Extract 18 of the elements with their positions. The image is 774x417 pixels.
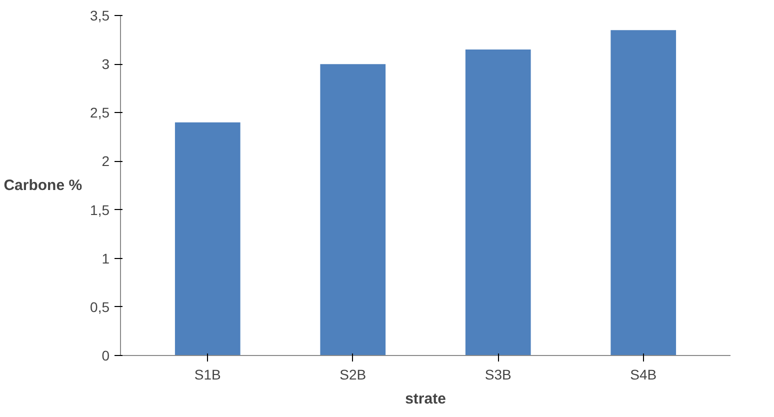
y-tick-label: 0,5 <box>90 298 110 315</box>
x-tick-label: S4B <box>630 366 657 382</box>
y-tick-label: 1 <box>102 250 110 266</box>
x-axis-title: strate <box>405 390 446 408</box>
x-tick-label: S3B <box>484 366 512 382</box>
y-tick-label: 2,5 <box>90 104 110 121</box>
bar <box>610 30 676 356</box>
y-tick-label: 1,5 <box>90 202 110 218</box>
x-tick-label: S2B <box>340 366 366 382</box>
y-tick-label: 3 <box>102 56 110 72</box>
bar <box>320 64 386 356</box>
y-axis-title: Carbone % <box>4 177 82 194</box>
y-tick-label: 0 <box>102 348 110 364</box>
x-tick-label: S1B <box>194 366 221 382</box>
y-tick-label: 2 <box>102 153 110 170</box>
bar <box>465 50 531 356</box>
y-tick-label: 3,5 <box>90 8 110 24</box>
bar <box>174 122 240 356</box>
